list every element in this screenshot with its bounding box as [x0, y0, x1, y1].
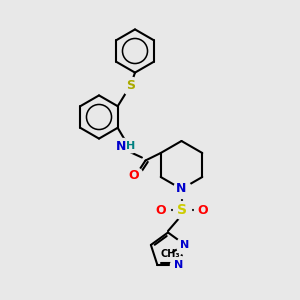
Text: O: O [197, 203, 208, 217]
Text: N: N [116, 140, 127, 154]
Text: O: O [155, 203, 166, 217]
Text: S: S [176, 203, 187, 217]
Text: N: N [181, 240, 190, 250]
Text: H: H [127, 141, 136, 152]
Text: N: N [176, 182, 187, 196]
Text: S: S [126, 79, 135, 92]
Text: CH₃: CH₃ [160, 249, 180, 259]
Text: O: O [128, 169, 139, 182]
Text: N: N [174, 260, 183, 270]
